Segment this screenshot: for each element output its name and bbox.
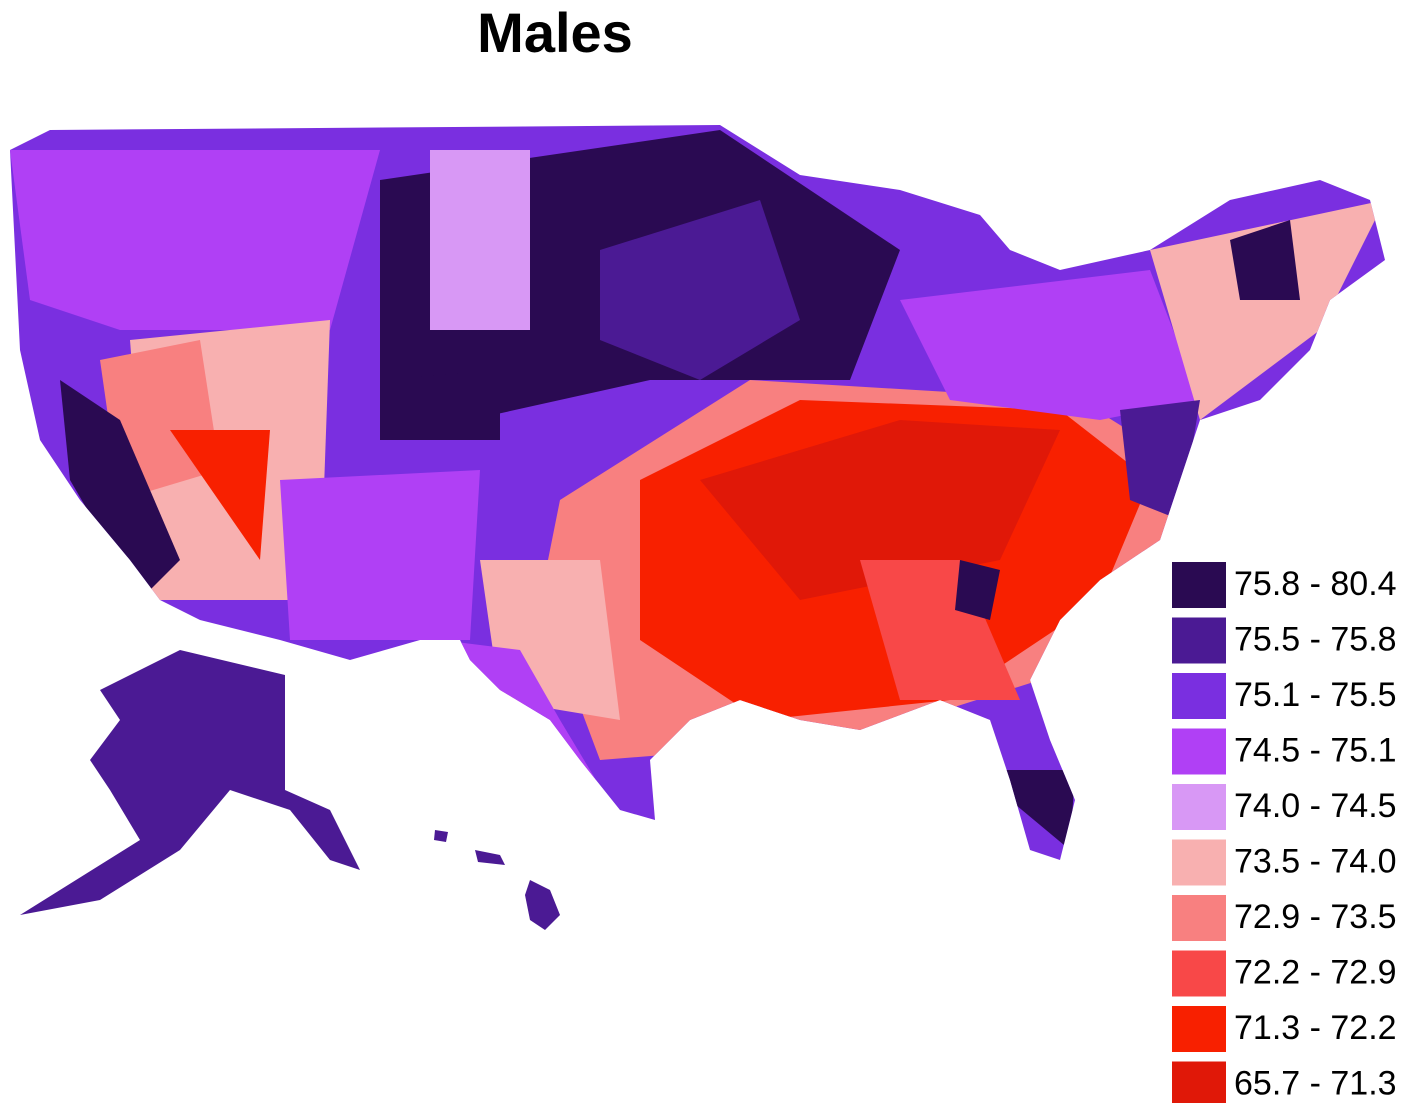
legend-label: 74.0 - 74.5 (1234, 787, 1397, 825)
hawaii (525, 880, 560, 930)
legend: 75.8 - 80.4 75.5 - 75.8 75.1 - 75.5 74.5 - … (1172, 562, 1397, 1103)
region (600, 200, 800, 380)
legend-label: 73.5 - 74.0 (1234, 842, 1397, 880)
legend-label: 75.8 - 80.4 (1234, 565, 1397, 603)
region (170, 430, 270, 560)
hawaii (475, 850, 505, 865)
alaska-hawaii (20, 650, 560, 930)
region (10, 150, 380, 330)
legend-swatch (1172, 784, 1226, 830)
legend-label: 65.7 - 71.3 (1234, 1064, 1397, 1102)
region (380, 370, 500, 440)
legend-swatch (1172, 673, 1226, 719)
region (700, 420, 1060, 600)
legend-swatch (1172, 728, 1226, 775)
region (430, 150, 530, 330)
legend-label: 74.5 - 75.1 (1234, 731, 1397, 769)
legend-label: 75.1 - 75.5 (1234, 676, 1397, 714)
region (1230, 220, 1300, 300)
legend-swatch (1172, 1006, 1226, 1052)
region (1000, 770, 1075, 850)
region (900, 270, 1200, 420)
region (1150, 200, 1385, 420)
legend-swatch (1172, 895, 1226, 941)
region (480, 560, 620, 720)
region (280, 470, 480, 640)
legend-label: 75.5 - 75.8 (1234, 620, 1397, 658)
alaska (20, 650, 360, 915)
legend-label: 72.2 - 72.9 (1234, 953, 1397, 991)
region (60, 380, 180, 600)
legend-label: 71.3 - 72.2 (1234, 1009, 1397, 1047)
region (860, 560, 1020, 700)
hawaii (434, 830, 448, 842)
map-title: Males (477, 1, 633, 64)
legend-label: 72.9 - 73.5 (1234, 898, 1397, 936)
legend-swatch (1172, 617, 1226, 664)
region (955, 560, 1000, 620)
legend-swatch (1172, 839, 1226, 886)
legend-swatch (1172, 562, 1226, 608)
legend-swatch (1172, 950, 1226, 997)
legend-swatch (1172, 1061, 1226, 1103)
